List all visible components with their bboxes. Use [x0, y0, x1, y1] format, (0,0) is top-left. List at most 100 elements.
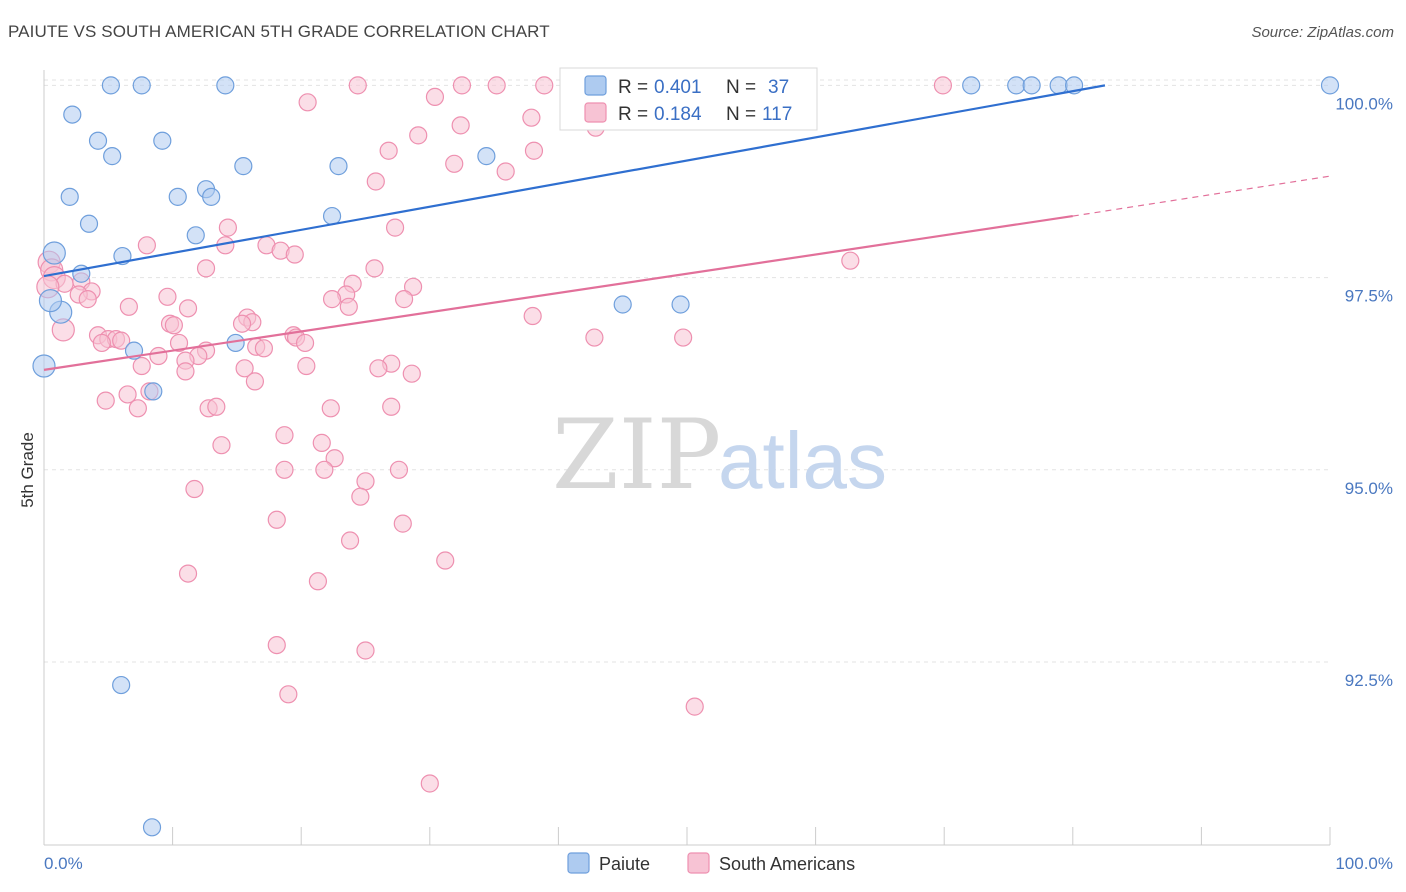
paiute-point-1	[132, 76, 151, 95]
south-americans-point-28	[365, 259, 384, 278]
south-americans-point-21	[137, 236, 156, 255]
south-americans-point-70	[297, 356, 316, 376]
south-americans-point-47	[164, 316, 183, 335]
legend-swatch-paiute	[584, 75, 607, 96]
south-americans-point-96	[267, 510, 286, 529]
south-americans-point-58	[92, 333, 111, 353]
south-americans-point-41	[339, 297, 358, 316]
legend-n-value-2: 117	[762, 104, 792, 125]
south-americans-point-97	[393, 514, 412, 533]
south-americans-point-91	[275, 460, 294, 479]
trend-lines	[43, 84, 1331, 371]
paiute-point-34	[112, 675, 131, 695]
paiute-point-24	[42, 241, 66, 265]
south-americans-point-72	[176, 362, 195, 381]
south-americans-point-50	[232, 314, 252, 333]
legend-r-label-2: R =	[618, 104, 648, 125]
paiute-point-22	[186, 226, 205, 245]
south-americans-point-106	[420, 774, 439, 793]
south-americans-point-59	[169, 333, 189, 353]
legend-swatch-south-americans	[584, 102, 607, 123]
south-americans-point-27	[196, 259, 216, 278]
south-americans-point-2	[487, 76, 506, 95]
south-americans-point-57	[112, 331, 131, 350]
south-americans-point-80	[96, 391, 115, 410]
south-americans-point-17	[366, 172, 385, 191]
south-americans-point-18	[218, 218, 237, 237]
south-americans-point-90	[315, 460, 334, 479]
paiute-point-28	[613, 295, 632, 314]
south-americans-point-84	[321, 399, 340, 418]
south-americans-point-101	[308, 572, 328, 591]
paiute-point-32	[144, 382, 163, 401]
south-americans-point-5	[933, 76, 953, 95]
chart-title: PAIUTE VS SOUTH AMERICAN 5TH GRADE CORRE…	[8, 22, 550, 41]
paiute-point-33	[32, 354, 56, 378]
south-americans-point-63	[295, 333, 315, 353]
legend-n-value-1: 37	[768, 77, 789, 98]
south-americans-point-95	[185, 479, 204, 499]
south-americans-point-89	[212, 436, 231, 455]
bottom-legend-swatch-south-americans	[687, 852, 710, 874]
south-americans-point-78	[118, 385, 137, 404]
south-americans-point-75	[585, 328, 604, 347]
south-americans-point-0	[348, 76, 367, 95]
south-americans-point-71	[132, 356, 151, 376]
paiute-point-35	[142, 818, 162, 837]
south-americans-point-105	[685, 697, 704, 716]
south-americans-point-13	[379, 141, 398, 160]
south-americans-point-11	[409, 126, 428, 145]
paiute-point-10	[63, 105, 82, 124]
axes	[43, 70, 1331, 846]
south-americans-point-92	[389, 460, 409, 479]
south-americans-point-86	[275, 426, 294, 445]
paiute-point-13	[103, 147, 122, 166]
south-americans-point-24	[285, 245, 304, 264]
y-tick-labels: 92.5% 95.0% 97.5% 100.0%	[1335, 94, 1393, 690]
south-americans-point-102	[267, 635, 286, 655]
south-americans-point-10	[451, 116, 470, 135]
legend-n-label-1: N =	[726, 77, 756, 98]
south-americans-point-68	[369, 359, 388, 378]
south-americans-point-100	[178, 564, 198, 583]
series-south-americans	[36, 76, 953, 793]
south-americans-point-103	[356, 641, 375, 660]
watermark-zip: ZIP	[552, 399, 721, 511]
paiute-point-14	[477, 147, 496, 166]
y-tick-label-1: 95.0%	[1345, 479, 1393, 498]
south-americans-point-36	[78, 290, 97, 309]
paiute-point-6	[1022, 76, 1041, 95]
bottom-legend-label-paiute: Paiute	[599, 854, 650, 874]
south-americans-point-38	[403, 277, 423, 296]
paiute-point-7	[1049, 76, 1068, 95]
south-americans-point-93	[356, 472, 375, 491]
legend-n-label-2: N =	[726, 104, 756, 125]
paiute-point-16	[329, 157, 348, 176]
bottom-legend-label-south-americans: South Americans	[719, 854, 855, 874]
south-americans-point-98	[340, 531, 360, 550]
chart-source: Source: ZipAtlas.com	[1251, 24, 1394, 41]
paiute-point-0	[101, 76, 120, 95]
south-americans-point-14	[524, 141, 544, 160]
south-americans-point-40	[322, 290, 342, 309]
south-americans-point-87	[312, 433, 331, 452]
south-americans-point-42	[394, 290, 414, 309]
south-americans-point-3	[535, 76, 554, 95]
legend-box: R = 0.401 N = 37 R = 0.184 N = 117	[559, 67, 818, 131]
paiute-point-29	[671, 295, 690, 314]
south-americans-point-15	[445, 154, 464, 173]
south-americans-point-104	[279, 685, 298, 704]
trend-line-paiute	[43, 84, 1106, 278]
paiute-point-23	[322, 206, 342, 226]
south-americans-point-8	[298, 93, 317, 112]
paiute-point-11	[88, 131, 108, 150]
x-tick-label-min: 0.0%	[44, 854, 83, 873]
y-axis-label: 5th Grade	[18, 432, 37, 508]
paiute-point-5	[1007, 76, 1026, 95]
trend-line-south-americans-extension	[1072, 175, 1331, 217]
south-americans-point-44	[178, 299, 198, 318]
paiute-point-18	[168, 187, 187, 206]
south-americans-point-81	[128, 399, 147, 418]
south-americans-point-85	[382, 397, 401, 416]
